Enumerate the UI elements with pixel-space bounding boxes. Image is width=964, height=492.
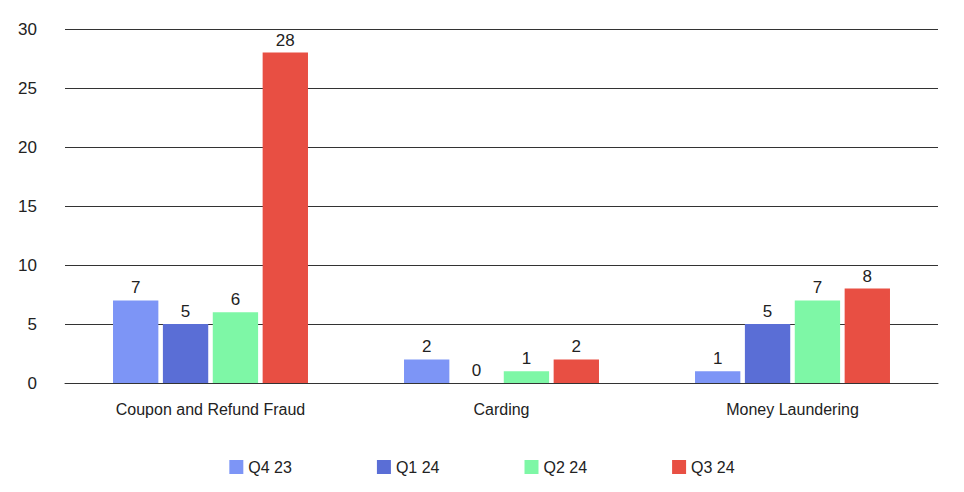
svg-text:30: 30 <box>18 20 37 39</box>
svg-text:1: 1 <box>522 349 531 368</box>
svg-text:2: 2 <box>572 337 581 356</box>
svg-text:1: 1 <box>713 349 722 368</box>
svg-text:Q4 23: Q4 23 <box>248 459 292 476</box>
svg-text:5: 5 <box>763 302 772 321</box>
svg-text:10: 10 <box>18 256 37 275</box>
svg-text:20: 20 <box>18 138 37 157</box>
svg-text:2: 2 <box>422 337 431 356</box>
svg-text:8: 8 <box>863 267 872 286</box>
svg-text:Q1 24: Q1 24 <box>396 459 440 476</box>
svg-text:Coupon and Refund Fraud: Coupon and Refund Fraud <box>116 401 305 418</box>
svg-text:7: 7 <box>813 278 822 297</box>
svg-text:5: 5 <box>28 315 37 334</box>
svg-text:Carding: Carding <box>473 401 529 418</box>
svg-text:0: 0 <box>28 374 37 393</box>
svg-text:6: 6 <box>231 290 240 309</box>
svg-text:Q3 24: Q3 24 <box>691 459 735 476</box>
svg-text:25: 25 <box>18 79 37 98</box>
svg-text:0: 0 <box>472 361 481 380</box>
svg-text:Q2 24: Q2 24 <box>544 459 588 476</box>
svg-text:5: 5 <box>181 302 190 321</box>
svg-text:7: 7 <box>131 278 140 297</box>
svg-text:28: 28 <box>276 31 295 50</box>
svg-text:Money Laundering: Money Laundering <box>726 401 859 418</box>
svg-text:15: 15 <box>18 197 37 216</box>
